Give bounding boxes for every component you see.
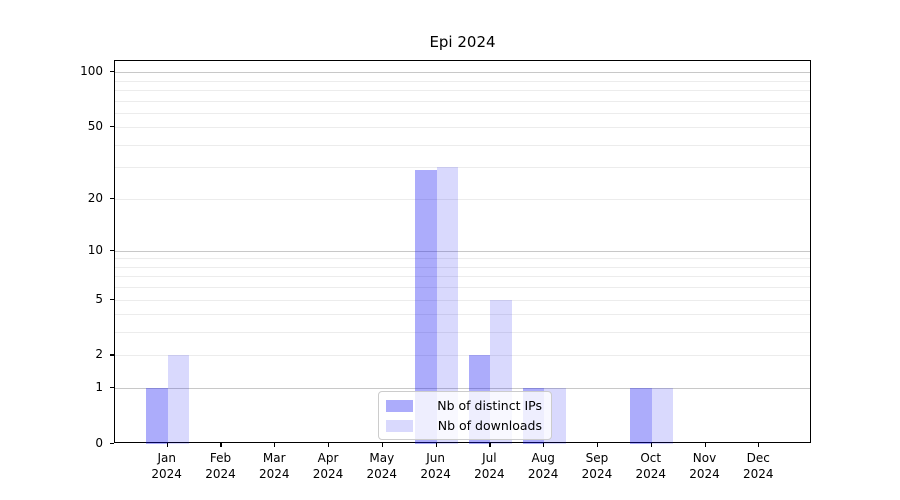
x-tick-mark: [381, 443, 383, 447]
grid-line-minor: [115, 127, 810, 129]
grid-line-minor: [115, 112, 810, 114]
y-tick-mark: [110, 387, 114, 389]
y-tick-label: 100: [80, 64, 103, 79]
x-tick-label: Dec 2024: [743, 451, 774, 481]
x-tick-label: Apr 2024: [312, 451, 344, 481]
grid-line-minor: [115, 332, 810, 334]
y-tick-mark: [110, 71, 114, 73]
y-tick-mark: [110, 249, 114, 251]
grid-line-minor: [115, 258, 810, 260]
y-tick-label: 20: [87, 190, 103, 205]
x-tick-mark: [220, 443, 222, 447]
x-tick-mark: [650, 443, 652, 447]
grid-line-minor: [115, 287, 810, 289]
x-tick-label: Mar 2024: [258, 451, 290, 481]
x-tick-label: Jul 2024: [474, 451, 505, 481]
x-tick-mark: [435, 443, 437, 447]
x-tick-mark: [166, 443, 168, 447]
grid-line-major: [115, 72, 810, 74]
legend-item-downloads: Nb of downloads: [386, 418, 542, 433]
x-tick-mark: [274, 443, 276, 447]
y-tick-label: 50: [87, 119, 103, 134]
bar-distinct-ips: [146, 388, 168, 444]
x-tick-label: Aug 2024: [527, 451, 559, 481]
grid-line-minor: [115, 355, 810, 357]
grid-line-major: [115, 388, 810, 390]
y-tick-mark: [110, 298, 114, 300]
y-tick-label: 10: [87, 242, 103, 257]
x-tick-mark: [328, 443, 330, 447]
grid-line-minor: [115, 89, 810, 91]
bar-distinct-ips: [630, 388, 652, 444]
bar-downloads: [167, 355, 190, 444]
grid-line-minor: [115, 198, 810, 200]
grid-line-minor: [115, 144, 810, 146]
grid-line-minor: [115, 80, 810, 82]
legend-label-downloads: Nb of downloads: [437, 418, 542, 433]
grid-line-minor: [115, 314, 810, 316]
y-tick-mark: [110, 443, 114, 445]
bar-distinct-ips: [415, 169, 437, 444]
legend: Nb of distinct IPs Nb of downloads: [378, 391, 552, 440]
x-tick-mark: [758, 443, 760, 447]
x-tick-mark: [596, 443, 599, 447]
legend-label-distinct-ips: Nb of distinct IPs: [437, 398, 542, 413]
x-tick-mark: [543, 443, 545, 447]
y-tick-mark: [110, 126, 114, 128]
legend-swatch-downloads-icon: [386, 419, 413, 432]
grid-line-minor: [115, 100, 810, 102]
x-tick-label: May 2024: [366, 451, 398, 481]
legend-item-distinct-ips: Nb of distinct IPs: [386, 398, 542, 413]
grid-line-minor: [115, 276, 810, 278]
x-tick-label: Oct 2024: [635, 451, 666, 481]
y-tick-label: 5: [95, 291, 103, 306]
y-tick-label: 1: [95, 380, 103, 395]
x-tick-mark: [704, 443, 706, 447]
y-tick-label: 0: [95, 436, 103, 450]
x-tick-label: Jan 2024: [151, 451, 182, 481]
x-tick-label: Feb 2024: [205, 451, 236, 481]
x-tick-label: Jun 2024: [420, 451, 451, 481]
y-tick-label: 2: [95, 347, 103, 362]
bar-downloads: [651, 388, 674, 444]
grid-line-major: [115, 250, 810, 252]
bar-downloads: [436, 167, 459, 444]
grid-line-minor: [115, 266, 810, 268]
x-tick-label: Nov 2024: [689, 451, 720, 481]
chart-title: Epi 2024: [429, 33, 496, 51]
grid-line-minor: [115, 167, 810, 169]
grid-line-minor: [115, 299, 810, 301]
x-tick-mark: [489, 443, 491, 447]
x-tick-label: Sep 2024: [581, 451, 613, 481]
y-tick-mark: [110, 197, 114, 199]
legend-swatch-distinct-ips-icon: [386, 399, 413, 412]
plot-area: [114, 60, 811, 444]
y-tick-mark: [110, 354, 114, 356]
